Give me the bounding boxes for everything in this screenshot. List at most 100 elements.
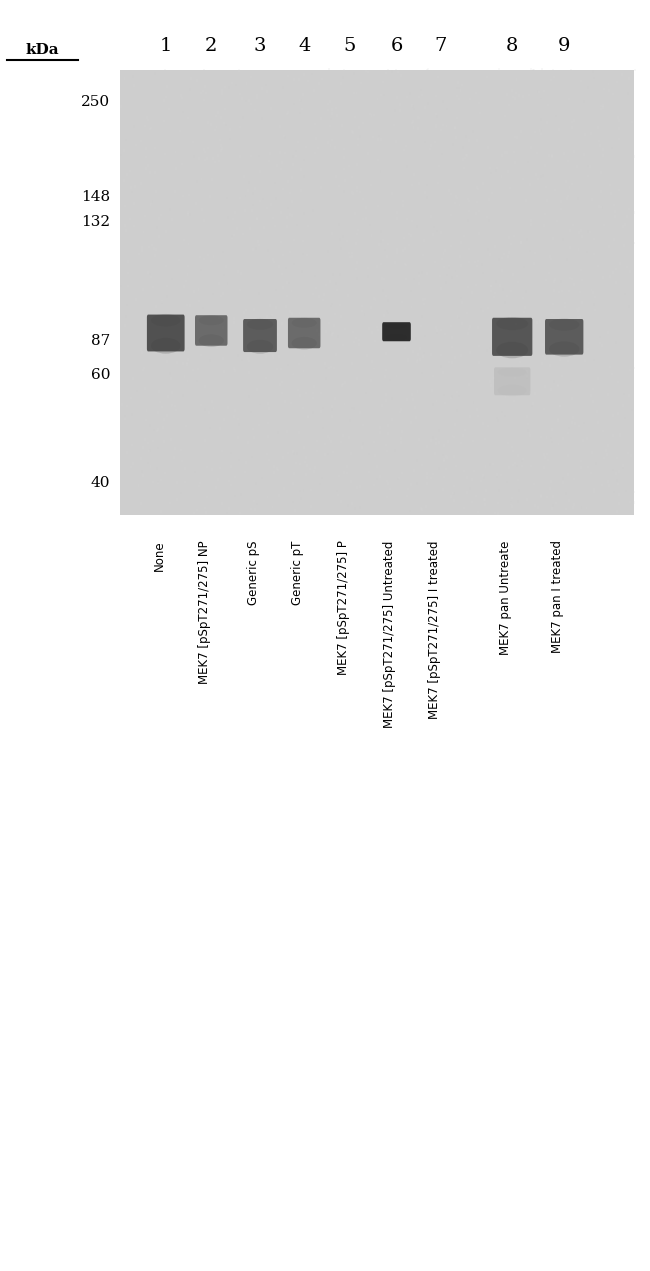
Bar: [420, 118, 422, 121]
Bar: [166, 90, 168, 93]
Bar: [619, 318, 621, 320]
Bar: [356, 187, 358, 189]
Bar: [560, 208, 562, 211]
Bar: [365, 344, 367, 347]
Bar: [398, 230, 400, 233]
Bar: [255, 483, 257, 486]
Bar: [542, 343, 544, 346]
Bar: [552, 69, 554, 71]
Bar: [200, 431, 201, 433]
Bar: [166, 360, 168, 362]
Bar: [330, 118, 332, 121]
Bar: [384, 144, 386, 146]
Bar: [421, 508, 423, 511]
Bar: [296, 224, 298, 226]
Bar: [146, 446, 148, 449]
Bar: [216, 478, 218, 480]
Bar: [309, 468, 311, 470]
Bar: [150, 127, 152, 130]
Bar: [172, 391, 174, 394]
Bar: [434, 325, 436, 328]
Bar: [353, 92, 355, 94]
Bar: [382, 379, 384, 381]
Bar: [239, 451, 241, 454]
Bar: [310, 506, 312, 508]
Bar: [558, 291, 560, 294]
Bar: [527, 482, 529, 484]
Bar: [255, 388, 257, 390]
Bar: [477, 414, 479, 417]
Bar: [459, 255, 461, 258]
Bar: [393, 384, 395, 386]
Bar: [593, 491, 595, 493]
Bar: [342, 455, 344, 458]
Bar: [480, 210, 482, 212]
Bar: [343, 69, 344, 71]
Bar: [581, 357, 583, 360]
Bar: [408, 244, 410, 247]
Bar: [246, 83, 248, 85]
Bar: [483, 294, 485, 296]
Bar: [157, 430, 159, 432]
Bar: [561, 216, 563, 219]
Bar: [150, 172, 151, 174]
Bar: [243, 90, 245, 93]
Bar: [580, 487, 582, 489]
Bar: [608, 393, 610, 395]
Bar: [593, 302, 595, 305]
Bar: [304, 388, 306, 390]
Bar: [481, 71, 483, 74]
Bar: [330, 332, 332, 334]
Bar: [599, 257, 601, 259]
Bar: [177, 90, 179, 93]
Bar: [473, 130, 474, 132]
Bar: [548, 155, 550, 158]
Bar: [356, 277, 358, 280]
Bar: [354, 116, 356, 118]
Bar: [481, 263, 483, 266]
Bar: [559, 119, 561, 122]
Bar: [614, 210, 616, 212]
Bar: [346, 458, 348, 460]
Bar: [601, 484, 603, 487]
Bar: [292, 501, 294, 503]
Bar: [478, 160, 480, 163]
Bar: [611, 372, 613, 375]
Bar: [160, 479, 162, 482]
Bar: [478, 344, 480, 347]
Bar: [551, 441, 553, 444]
Bar: [202, 295, 203, 297]
Bar: [445, 125, 447, 127]
Bar: [456, 197, 458, 200]
Bar: [166, 85, 168, 88]
Bar: [608, 275, 610, 277]
Bar: [192, 141, 194, 144]
Bar: [452, 142, 454, 145]
Bar: [573, 366, 575, 369]
Bar: [323, 494, 325, 497]
Bar: [403, 149, 405, 151]
Bar: [350, 245, 352, 248]
Bar: [127, 261, 129, 263]
Bar: [429, 201, 431, 203]
Bar: [153, 428, 155, 431]
Bar: [557, 418, 559, 421]
Bar: [395, 295, 397, 297]
Bar: [245, 100, 247, 103]
Bar: [415, 86, 417, 89]
Bar: [466, 311, 468, 314]
Bar: [205, 206, 207, 208]
Bar: [424, 334, 426, 337]
Bar: [281, 391, 283, 394]
Bar: [532, 85, 534, 88]
Bar: [323, 489, 325, 492]
Bar: [452, 492, 454, 494]
Bar: [242, 412, 244, 414]
Bar: [292, 337, 294, 339]
Bar: [341, 479, 343, 482]
Bar: [441, 224, 443, 226]
Bar: [424, 297, 426, 300]
Bar: [175, 167, 177, 169]
Bar: [424, 191, 426, 193]
Bar: [237, 271, 239, 273]
